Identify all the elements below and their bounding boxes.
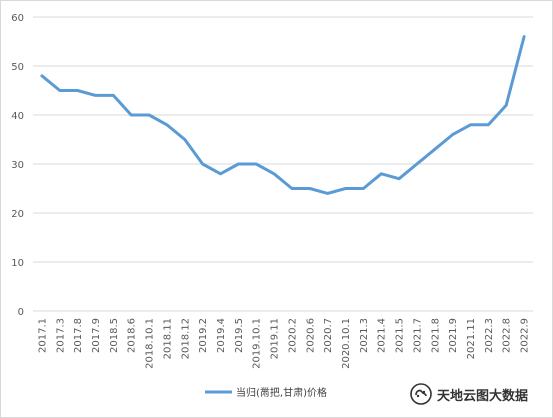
x-tick-label: 2018.6: [127, 318, 138, 353]
watermark: 天地云图大数据: [410, 382, 528, 406]
x-tick-label: 2021.9: [448, 318, 459, 353]
x-tick-label: 2018.11: [162, 318, 173, 359]
x-tick-label: 2017.3: [55, 318, 66, 353]
y-tick-label: 30: [11, 160, 24, 171]
x-tick-label: 2017.1: [37, 318, 48, 353]
x-tick-label: 2020.7: [323, 318, 334, 353]
legend: 当归(黹把,甘肃)价格: [205, 386, 327, 399]
x-tick-label: 2021.4: [377, 318, 388, 353]
x-tick-label: 2021.5: [395, 318, 406, 353]
x-tick-label: 2019.4: [216, 318, 227, 353]
y-tick-label: 10: [11, 258, 24, 269]
series-layer: [40, 35, 526, 195]
x-tick-label: 2018.5: [109, 318, 120, 353]
gridlines: [33, 16, 533, 312]
wechat-official-account-icon: [410, 383, 432, 405]
x-tick-label: 2021.11: [466, 318, 477, 359]
x-axis-ticks: 2017.1 2017.3 2017.8 2017.9 2018.5 2018.6 2018…: [37, 318, 530, 369]
series-line: [40, 35, 526, 195]
legend-label: 当归(黹把,甘肃)价格: [236, 386, 327, 399]
x-tick-label: 2019.11: [270, 318, 281, 359]
x-tick-label: 2022.8: [502, 318, 513, 353]
x-tick-label: 2020.2: [287, 318, 298, 353]
x-tick-label: 2021.7: [412, 318, 423, 353]
x-tick-label: 2019.2: [198, 318, 209, 353]
x-tick-label: 2017.9: [91, 318, 102, 353]
y-axis-ticks: 0 10 20 30 40 50 60: [11, 13, 24, 318]
x-tick-label: 2020.10.1: [341, 318, 352, 369]
x-tick-label: 2019.5: [234, 318, 245, 353]
x-tick-label: 2022.3: [484, 318, 495, 353]
y-tick-label: 0: [18, 307, 24, 318]
x-tick-label: 2019.10.1: [252, 318, 263, 369]
x-tick-label: 2020.6: [305, 318, 316, 353]
x-tick-label: 2021.3: [359, 318, 370, 353]
x-tick-label: 2017.8: [73, 318, 84, 353]
x-tick-label: 2021.8: [430, 318, 441, 353]
x-tick-label: 2018.12: [180, 318, 191, 359]
x-tick-label: 2018.10.1: [145, 318, 156, 369]
watermark-text: 天地云图大数据: [437, 388, 529, 404]
y-tick-label: 40: [11, 111, 24, 122]
y-tick-label: 20: [11, 209, 24, 220]
y-tick-label: 50: [11, 62, 24, 73]
x-tick-label: 2022.9: [520, 318, 531, 353]
y-tick-label: 60: [11, 13, 24, 24]
